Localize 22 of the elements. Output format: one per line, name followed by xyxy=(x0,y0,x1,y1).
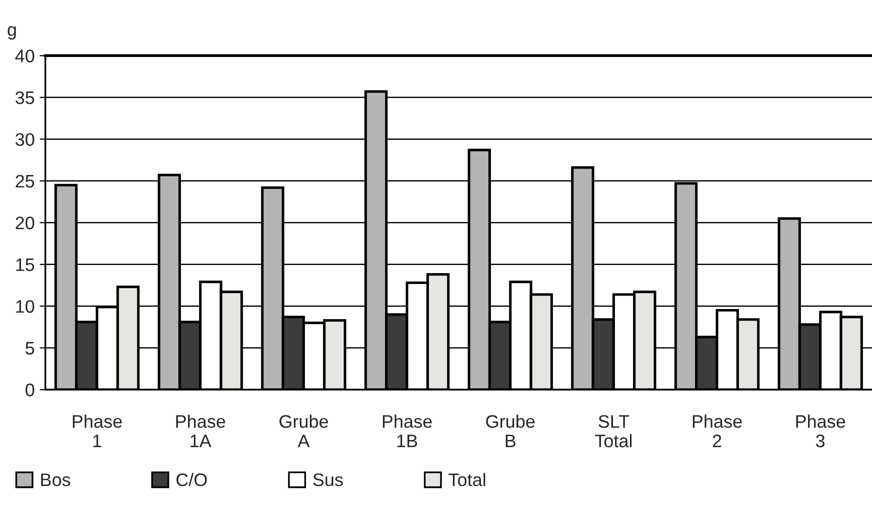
y-tick-label: 30 xyxy=(16,133,34,146)
x-tick-label: Grube A xyxy=(279,414,328,448)
legend-label: C/O xyxy=(176,472,207,486)
y-tick-label: 20 xyxy=(16,216,34,230)
y-axis-title: g xyxy=(8,26,16,40)
y-tick-label: 35 xyxy=(16,91,34,104)
y-tick-label: 0 xyxy=(26,384,34,396)
x-tick-label: Phase 2 xyxy=(692,414,742,448)
x-tick-label: Phase 1A xyxy=(176,414,226,448)
y-tick-label: 10 xyxy=(16,300,34,313)
x-tick-label: Phase 1 xyxy=(72,414,122,448)
y-tick-label: 15 xyxy=(16,258,34,272)
y-tick-label: 40 xyxy=(15,50,34,62)
x-tick-label: Grube B xyxy=(486,414,535,448)
x-tick-label: Phase 3 xyxy=(796,414,846,448)
x-tick-label: SLT Total xyxy=(595,415,632,448)
x-tick-label: Phase 1B xyxy=(382,414,432,448)
legend-label: Total xyxy=(448,472,486,486)
y-tick-label: 5 xyxy=(26,342,34,355)
legend-label: Bos xyxy=(41,474,70,486)
legend-label: Sus xyxy=(313,473,343,486)
y-tick-label: 25 xyxy=(16,174,34,188)
